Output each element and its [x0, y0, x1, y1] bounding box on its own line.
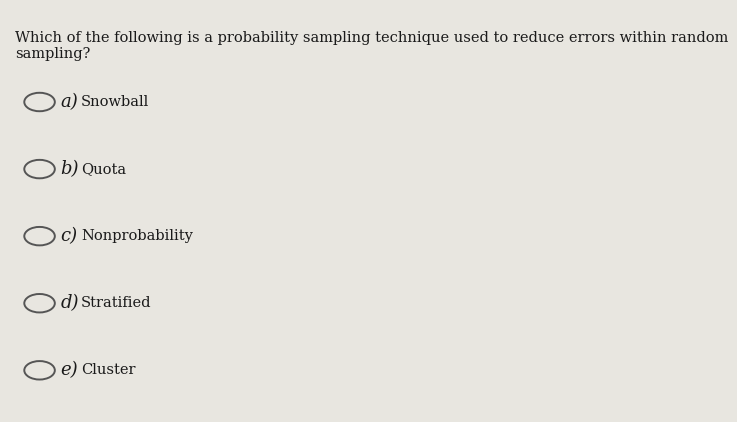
Text: a): a): [60, 93, 78, 111]
Text: Snowball: Snowball: [81, 95, 150, 109]
Text: Nonprobability: Nonprobability: [81, 229, 193, 243]
Text: Which of the following is a probability sampling technique used to reduce errors: Which of the following is a probability …: [15, 31, 729, 61]
Text: c): c): [60, 227, 77, 245]
Text: Stratified: Stratified: [81, 296, 152, 310]
Text: e): e): [60, 361, 78, 379]
Text: Quota: Quota: [81, 162, 126, 176]
Text: d): d): [60, 294, 79, 312]
Text: Cluster: Cluster: [81, 363, 136, 377]
Text: b): b): [60, 160, 79, 178]
